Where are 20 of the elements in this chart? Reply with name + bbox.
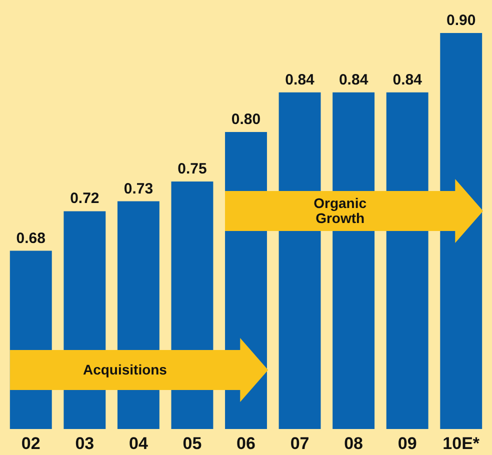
data-label: 0.68 bbox=[16, 230, 46, 247]
data-label: 0.90 bbox=[446, 12, 476, 29]
data-label: 0.73 bbox=[124, 180, 154, 198]
x-tick-label: 06 bbox=[236, 434, 256, 453]
data-label: 0.84 bbox=[392, 71, 423, 88]
x-tick-label: 07 bbox=[290, 434, 310, 453]
x-tick-label: 03 bbox=[75, 434, 94, 453]
data-label: 0.84 bbox=[285, 71, 316, 88]
x-tick-label: 05 bbox=[182, 434, 202, 453]
x-tick-label: 08 bbox=[344, 434, 364, 453]
x-tick-label: 04 bbox=[128, 434, 148, 453]
x-tick-label: 09 bbox=[398, 434, 417, 453]
data-label: 0.80 bbox=[231, 111, 261, 128]
data-label: 0.72 bbox=[70, 190, 100, 208]
x-tick-label: 02 bbox=[21, 434, 40, 453]
data-label: 0.84 bbox=[338, 71, 369, 88]
annotation: Organic Growth bbox=[314, 195, 367, 226]
data-label: 0.75 bbox=[178, 160, 207, 178]
x-tick-label: 10E* bbox=[442, 434, 480, 453]
annotation: Acquisitions bbox=[82, 361, 167, 378]
